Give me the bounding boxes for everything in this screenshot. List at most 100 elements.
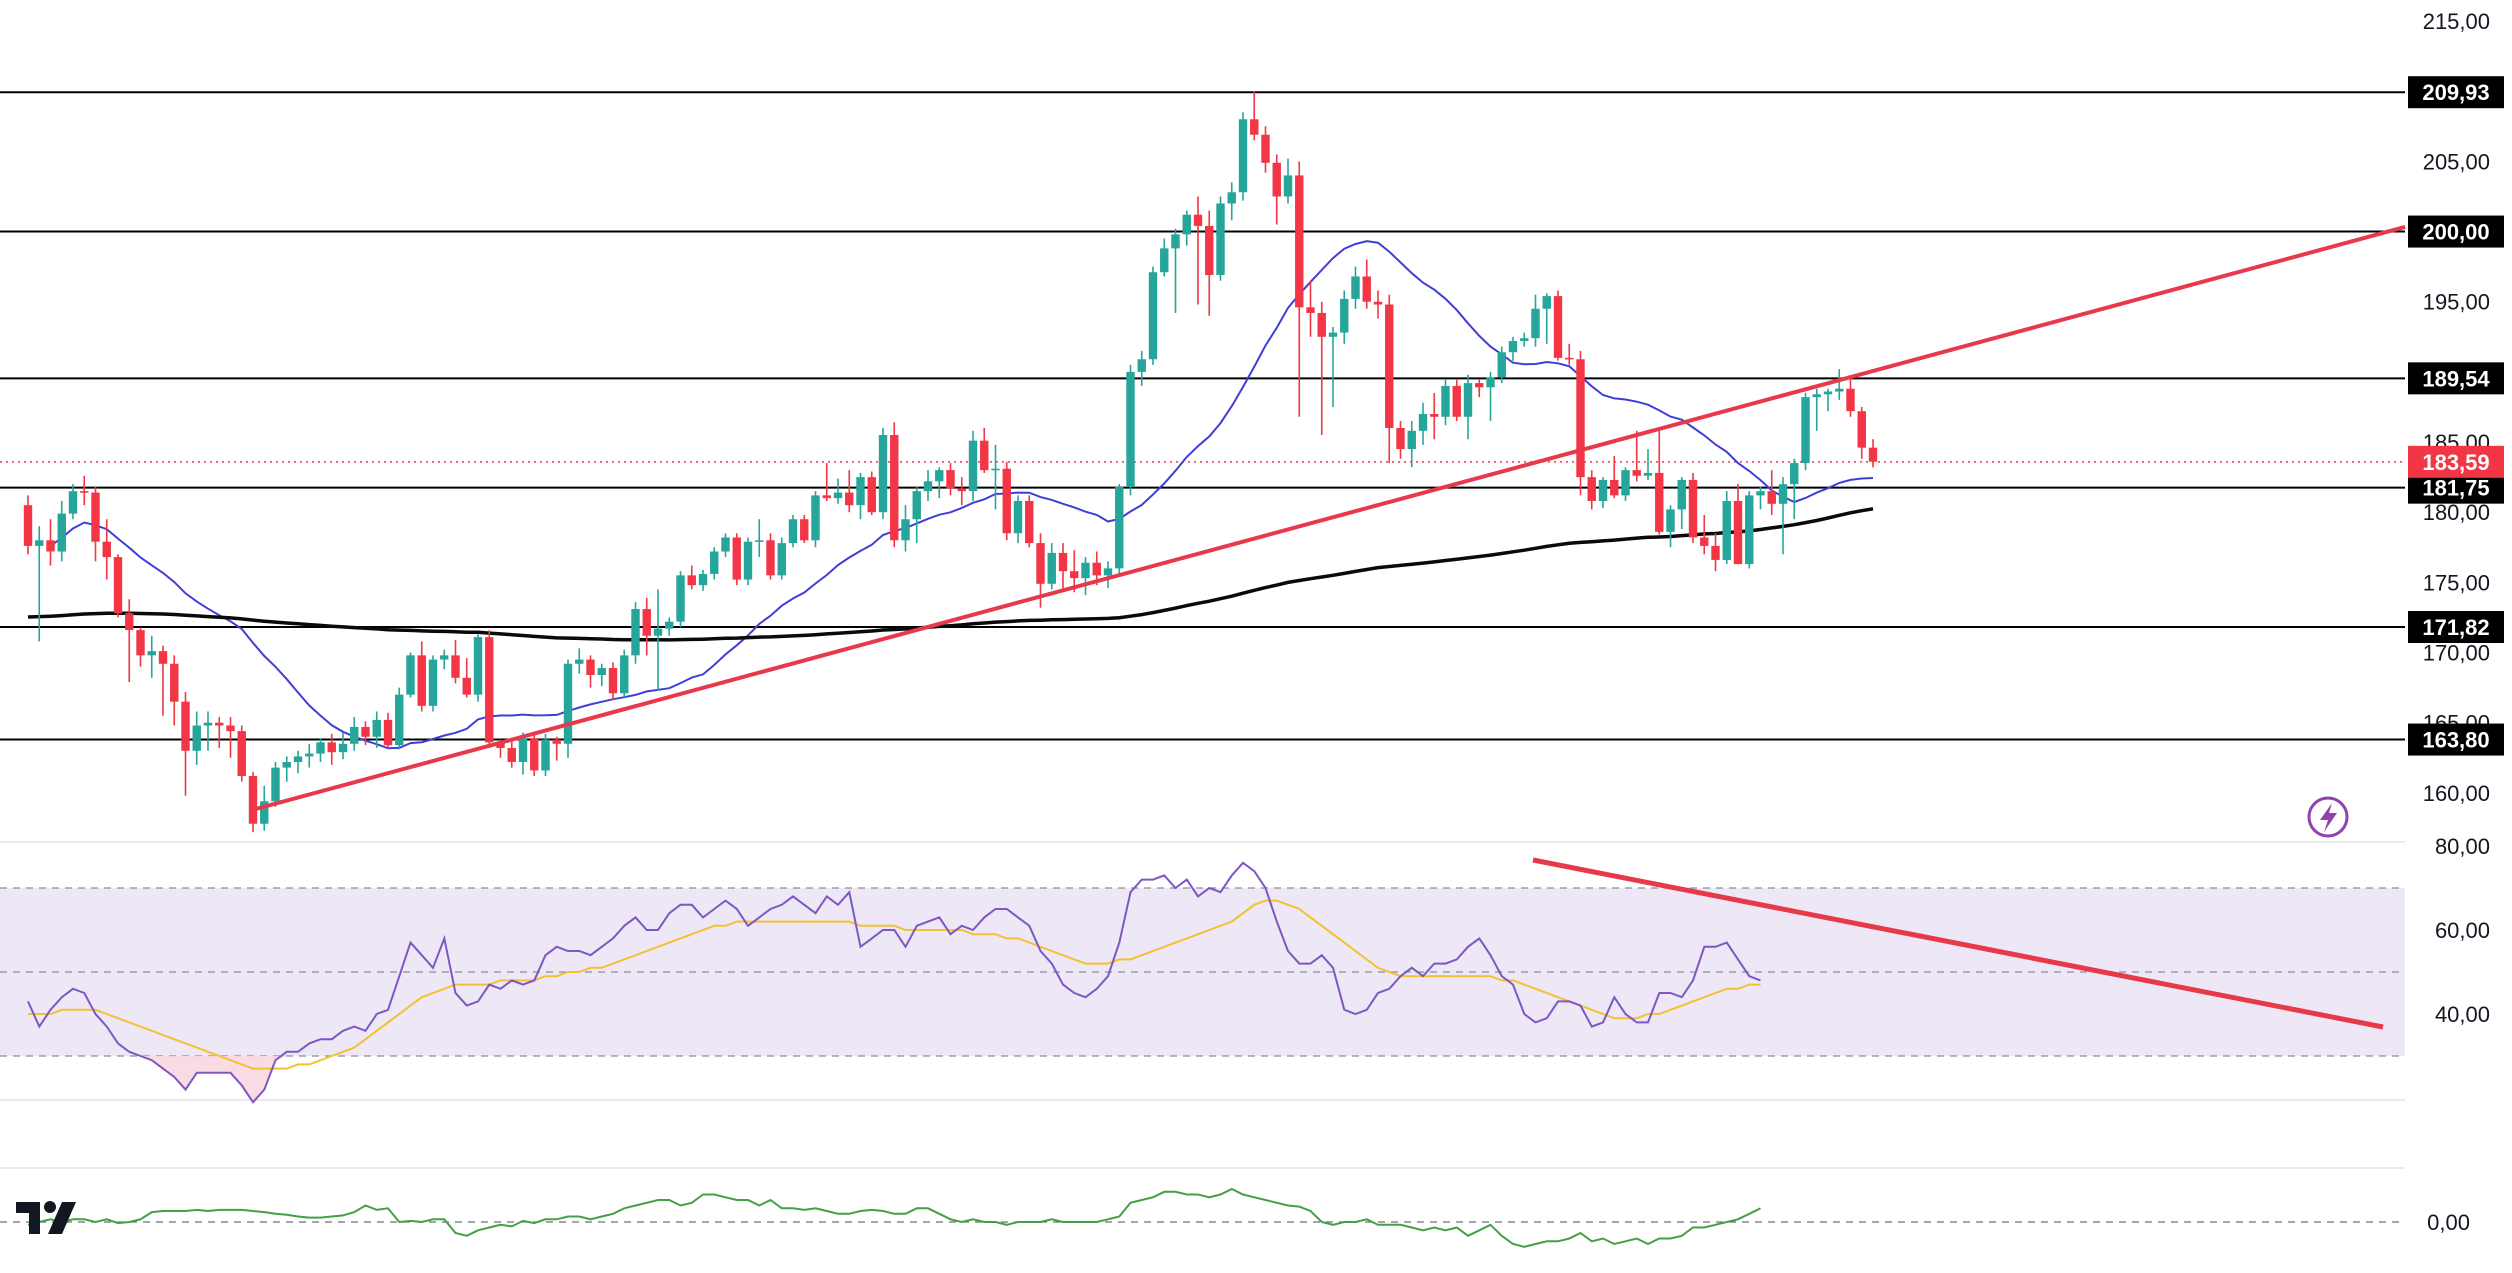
candle-body bbox=[1058, 552, 1068, 572]
candle bbox=[912, 486, 921, 544]
candle-body bbox=[248, 776, 258, 824]
tradingview-logo[interactable] bbox=[16, 1201, 76, 1234]
candle bbox=[113, 554, 123, 618]
candle-body bbox=[518, 738, 528, 763]
candle bbox=[102, 519, 111, 580]
candle bbox=[968, 430, 978, 501]
candle-body bbox=[35, 540, 44, 546]
candle bbox=[1677, 477, 1686, 530]
candle-body bbox=[1531, 308, 1540, 339]
candle-body bbox=[563, 663, 573, 744]
rsi-axis-tick: 80,00 bbox=[2435, 834, 2490, 859]
candle-body bbox=[1610, 479, 1619, 496]
candle bbox=[698, 569, 708, 591]
price-axis-tick: 215,00 bbox=[2423, 9, 2490, 34]
candle-body bbox=[136, 630, 145, 656]
candle bbox=[440, 649, 449, 670]
candle-body bbox=[665, 621, 674, 629]
candle bbox=[1171, 228, 1180, 313]
candle-body bbox=[766, 540, 775, 576]
candle-body bbox=[23, 505, 33, 546]
candle bbox=[1688, 472, 1698, 544]
candle-body bbox=[1835, 388, 1844, 392]
candle-body bbox=[642, 609, 651, 636]
candle bbox=[181, 691, 190, 796]
candle bbox=[1385, 294, 1394, 464]
trendlines bbox=[252, 225, 2406, 1030]
candle-body bbox=[1846, 388, 1855, 412]
candle-body bbox=[1497, 352, 1506, 378]
candle bbox=[1632, 430, 1641, 482]
candle-body bbox=[181, 701, 190, 751]
candle-body bbox=[203, 722, 213, 726]
candle bbox=[417, 641, 426, 712]
last-price-tag-bg bbox=[2408, 445, 2504, 478]
candle bbox=[1193, 196, 1203, 305]
candle-body bbox=[1711, 545, 1720, 560]
candle bbox=[147, 635, 156, 678]
candle bbox=[845, 470, 854, 513]
candle-body bbox=[1193, 214, 1203, 226]
candle bbox=[1666, 505, 1675, 548]
level-price-tag: 200,00 bbox=[2408, 215, 2504, 248]
candle bbox=[980, 428, 989, 473]
candle bbox=[327, 733, 336, 765]
candle-body bbox=[271, 767, 280, 802]
candle-body bbox=[721, 537, 730, 552]
candle bbox=[1778, 477, 1788, 555]
price-axis-tick: 180,00 bbox=[2423, 500, 2490, 525]
lightning-icon[interactable] bbox=[2307, 796, 2349, 838]
candle-body bbox=[338, 743, 348, 753]
level-tag-label: 181,75 bbox=[2422, 476, 2489, 501]
candle-body bbox=[1385, 304, 1394, 429]
candle-body bbox=[1801, 397, 1810, 464]
candle-body bbox=[316, 742, 325, 754]
candle bbox=[203, 711, 213, 751]
candle-body bbox=[91, 492, 100, 542]
candle bbox=[1002, 461, 1011, 541]
candle bbox=[1115, 484, 1124, 576]
candle-body bbox=[1283, 175, 1293, 197]
candle bbox=[586, 655, 595, 688]
support-trendline bbox=[252, 225, 2406, 812]
level-tag-label: 189,54 bbox=[2422, 366, 2490, 391]
candle-body bbox=[1643, 472, 1653, 476]
candle-body bbox=[361, 726, 370, 737]
candle bbox=[541, 733, 550, 777]
candle bbox=[1745, 491, 1754, 569]
candle-body bbox=[1025, 500, 1034, 544]
candle bbox=[1497, 346, 1506, 384]
candle bbox=[1520, 332, 1529, 347]
candle-body bbox=[158, 651, 168, 664]
candle-body bbox=[552, 739, 561, 744]
price-axis-tick: 170,00 bbox=[2423, 641, 2490, 666]
candle bbox=[1812, 388, 1821, 431]
level-price-tag: 209,93 bbox=[2408, 76, 2504, 109]
candle-body bbox=[1463, 383, 1473, 417]
candle bbox=[1373, 290, 1383, 319]
candle-body bbox=[1070, 571, 1079, 579]
rsi-axis-tick: 40,00 bbox=[2435, 1002, 2490, 1027]
candle bbox=[676, 571, 685, 628]
candle-body bbox=[1565, 357, 1574, 360]
candle-body bbox=[890, 435, 899, 541]
candle-body bbox=[946, 470, 955, 489]
candle-body bbox=[125, 613, 134, 631]
candle bbox=[215, 717, 224, 748]
candle-body bbox=[1700, 537, 1709, 546]
candle-body bbox=[1666, 509, 1675, 532]
candle bbox=[1261, 126, 1270, 173]
candle bbox=[755, 519, 764, 558]
candle-body bbox=[856, 477, 865, 506]
candle bbox=[1025, 495, 1034, 548]
candle bbox=[1058, 543, 1068, 590]
candle-body bbox=[800, 519, 809, 541]
level-tag-bg bbox=[2408, 215, 2504, 248]
candle-body bbox=[575, 659, 584, 664]
candle-body bbox=[1306, 307, 1315, 313]
candle-body bbox=[395, 694, 404, 746]
candle bbox=[1835, 369, 1844, 400]
candle-body bbox=[1295, 175, 1304, 308]
candle bbox=[1610, 456, 1619, 499]
candle bbox=[1227, 182, 1236, 221]
